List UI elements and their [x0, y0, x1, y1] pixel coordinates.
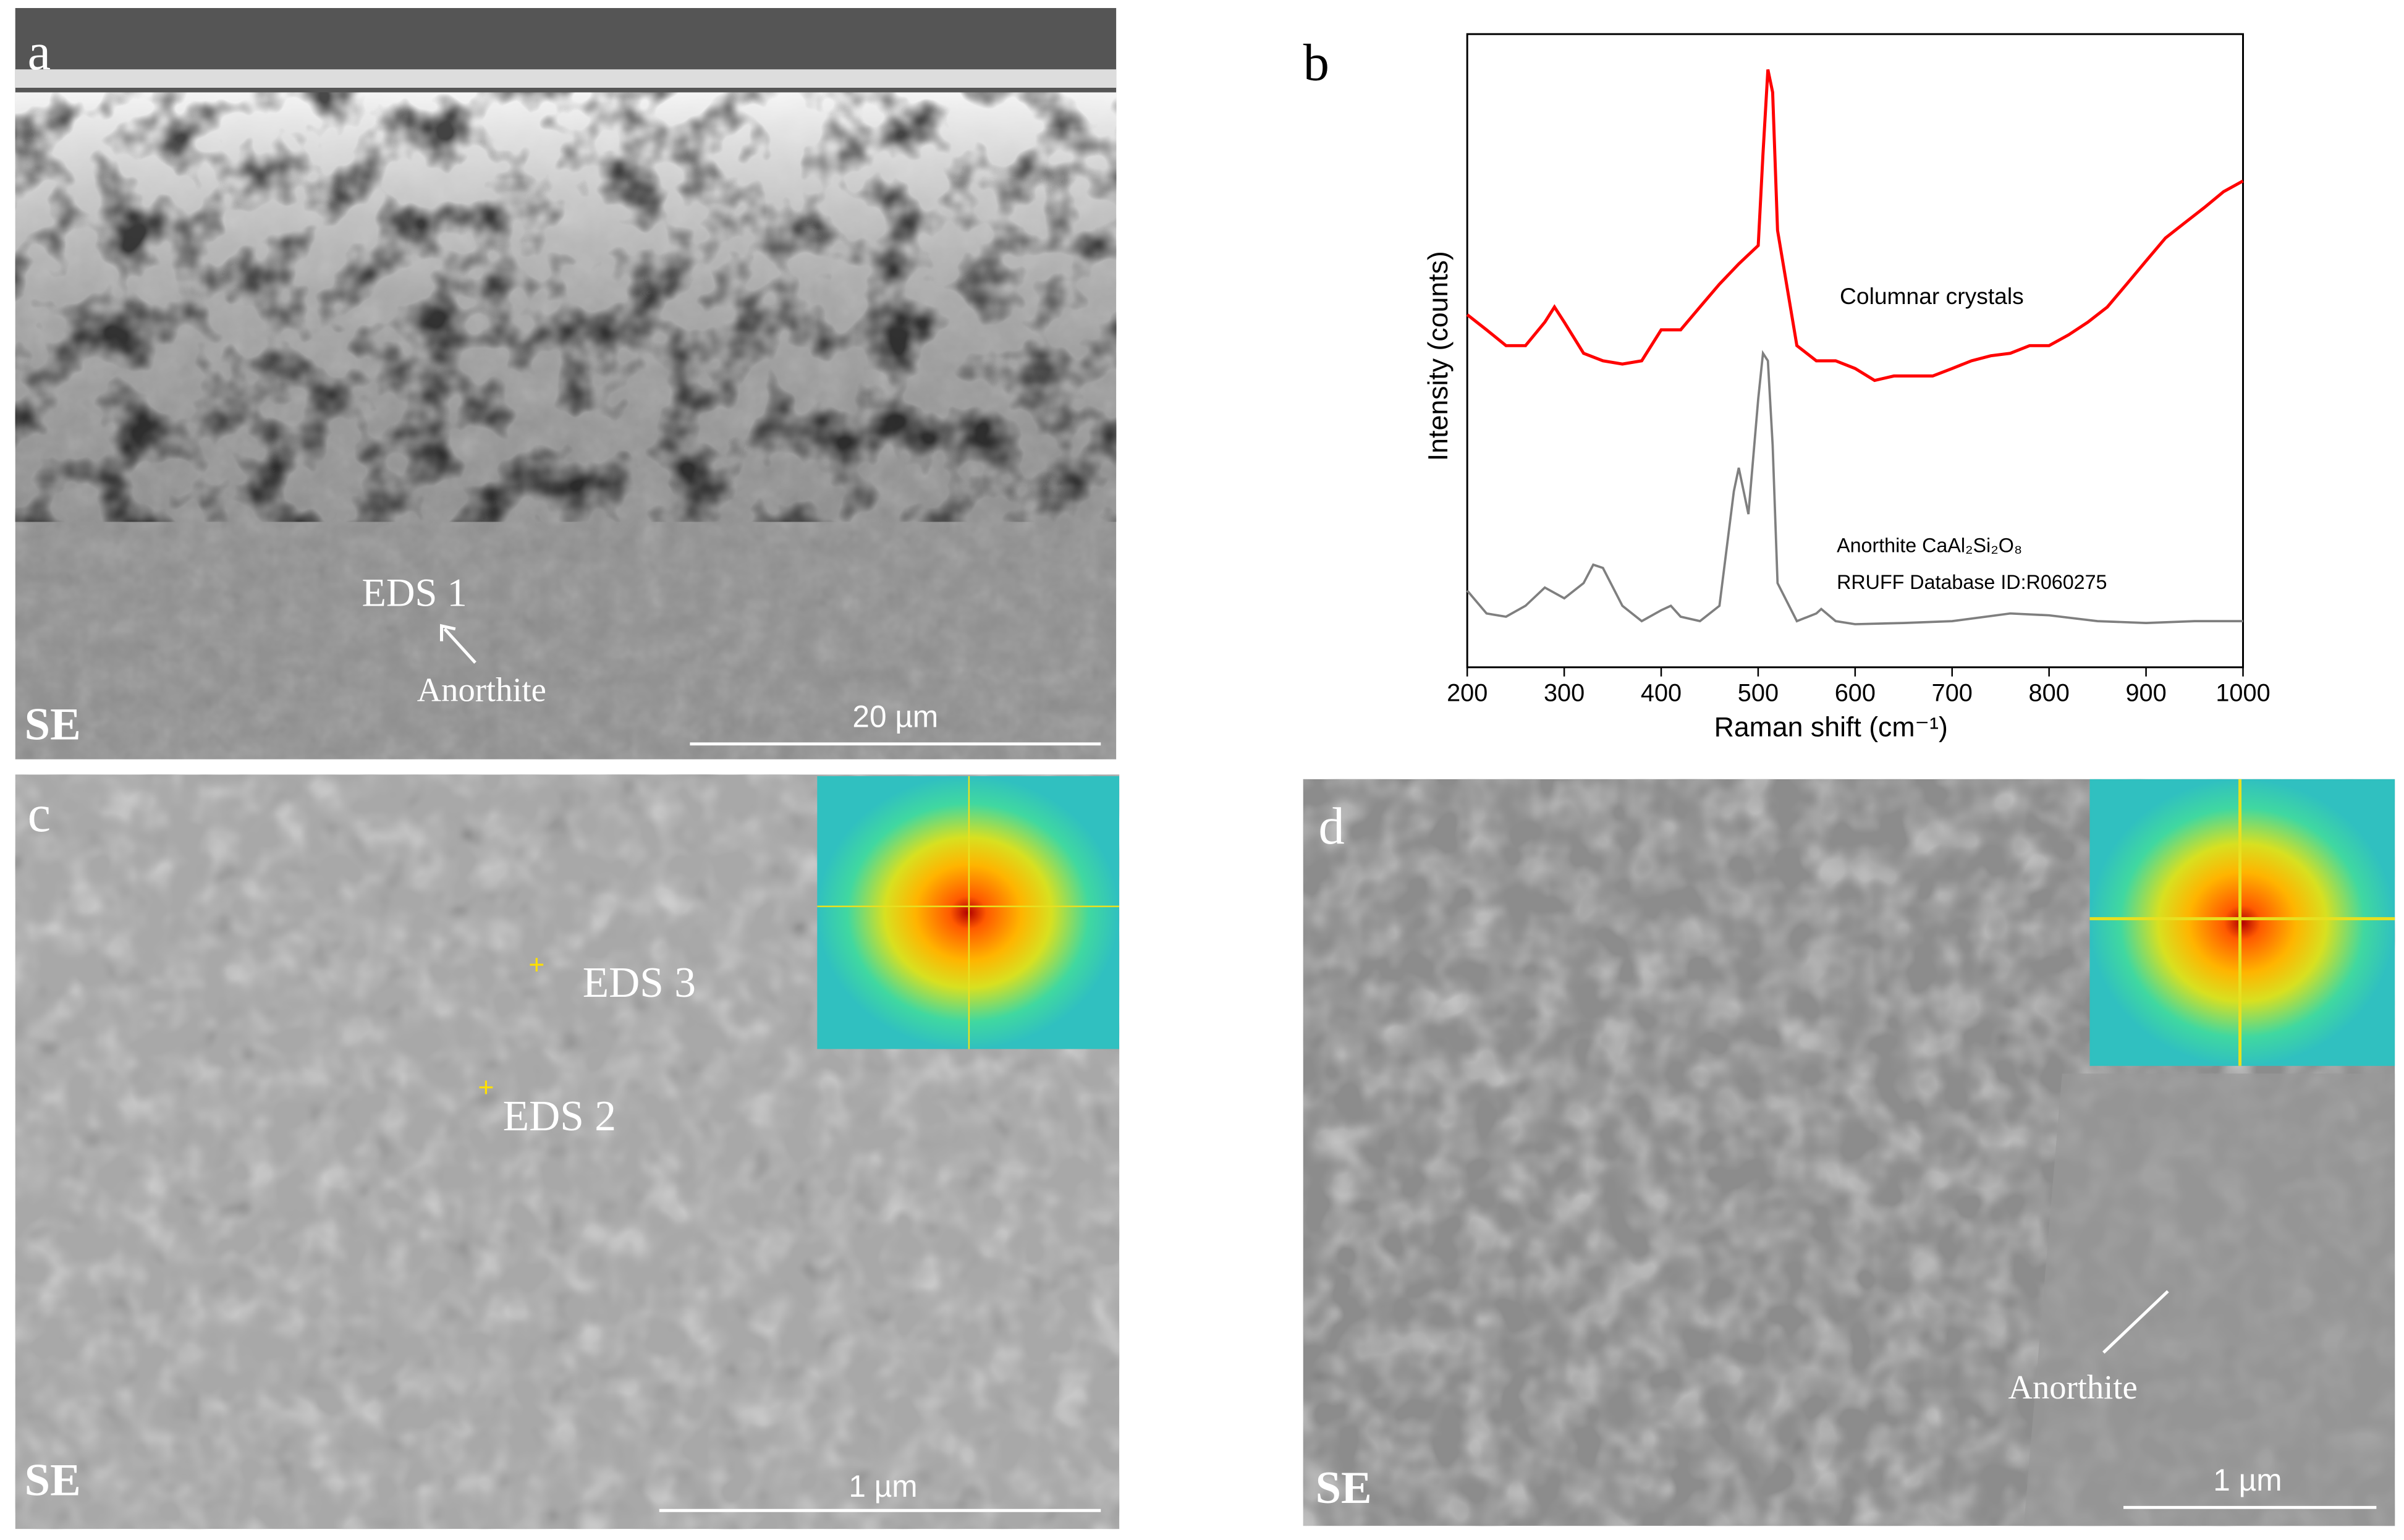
x-tick-label: 200: [1447, 679, 1488, 706]
series-line: [1466, 350, 2243, 625]
x-tick-label: 700: [1932, 679, 1973, 706]
scale-label: 1 µm: [2213, 1463, 2282, 1497]
coating-edge: [15, 69, 1117, 88]
annotation: Anorthite: [2008, 1368, 2138, 1406]
panel-label: a: [28, 23, 51, 81]
panel-a: a SE 20 µm EDS 1 Anorthite: [15, 8, 1117, 759]
annotation: Anorthite: [417, 671, 546, 708]
annotation: Anorthite CaAl₂Si₂O₈: [1837, 535, 2022, 557]
panel-label: d: [1319, 798, 1345, 855]
detector: SE: [1316, 1463, 1372, 1513]
annotation: EDS 2: [503, 1093, 616, 1140]
panel-d: d SE 1 µm Anorthite: [1303, 779, 2395, 1526]
arrow: [443, 628, 476, 664]
panel-c: c SE 1 µm + EDS 3 + EDS 2: [15, 774, 1120, 1529]
x-tick-label: 800: [2029, 679, 2070, 706]
x-tick-label: 1000: [2216, 679, 2270, 706]
x-tick-label: 400: [1641, 679, 1682, 706]
eds-point: +: [478, 1072, 494, 1102]
panel-label: c: [28, 785, 51, 843]
dark-regions: [15, 92, 1117, 522]
detector: SE: [25, 1455, 81, 1505]
eds-point: +: [528, 950, 544, 980]
arrow-head: [440, 624, 456, 641]
x-tick-label: 900: [2125, 679, 2166, 706]
arrow: [2102, 1290, 2169, 1354]
scale-label: 1 µm: [849, 1469, 917, 1504]
series-line: [1466, 69, 2244, 383]
fft-inset: [2089, 779, 2395, 1066]
panel-label: b: [1303, 35, 1329, 92]
scale-label: 20 µm: [852, 700, 938, 734]
x-axis-label: Raman shift (cm⁻¹): [1714, 712, 1948, 742]
annotation: Columnar crystals: [1840, 283, 2024, 309]
detector: SE: [25, 699, 81, 750]
anorthite-grain: [2023, 1073, 2395, 1526]
y-axis-label: Intensity (counts): [1423, 251, 1454, 461]
annotation: EDS 1: [362, 571, 467, 615]
x-tick-label: 600: [1835, 679, 1876, 706]
annotation: EDS 3: [583, 959, 696, 1007]
x-tick-label: 500: [1738, 679, 1779, 706]
panel-b: b Raman shift (cm⁻¹) Intensity (counts) …: [1303, 33, 2271, 742]
x-tick-label: 300: [1544, 679, 1585, 706]
annotation: RRUFF Database ID:R060275: [1837, 571, 2107, 593]
